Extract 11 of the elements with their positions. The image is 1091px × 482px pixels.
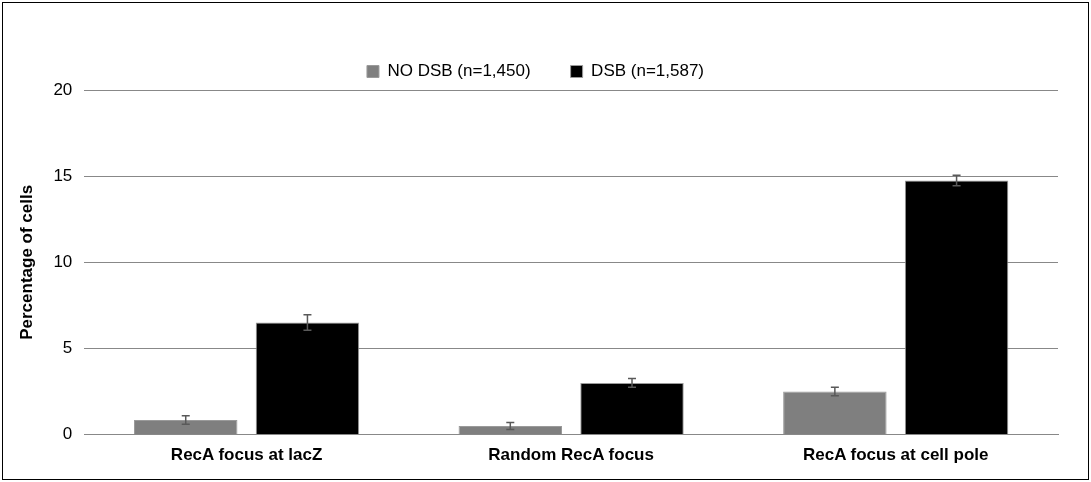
x-tick-label: Random RecA focus [488, 445, 654, 465]
legend-label: NO DSB (n=1,450) [387, 61, 531, 81]
y-tick-label: 10 [53, 251, 73, 271]
x-tick-label: RecA focus at cell pole [802, 445, 989, 465]
y-axis-title: Percentage of cells [16, 184, 36, 340]
x-tick-label: RecA focus at lacZ [170, 445, 323, 465]
legend-label: DSB (n=1,587) [591, 61, 705, 81]
y-tick-label: 0 [62, 424, 73, 444]
y-tick-label: 20 [53, 79, 73, 99]
y-tick-label: 5 [62, 338, 73, 358]
y-tick-label: 15 [53, 165, 73, 185]
